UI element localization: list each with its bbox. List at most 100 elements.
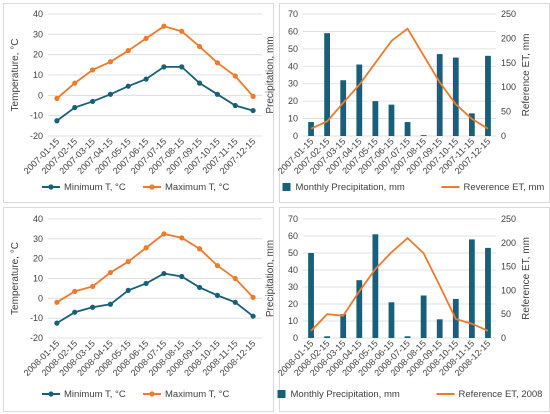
chart-frame [3,3,274,203]
legend-swatch [277,390,286,398]
data-point [196,246,203,252]
series-line-min-t [56,272,254,324]
chart-frame [3,207,274,412]
precip-bar [404,336,411,338]
y-tick-label: 0 [293,333,298,343]
precip-bar [468,239,475,338]
y2-tick-label: 0 [501,131,506,141]
y2-tick-label: 100 [501,285,516,295]
y2-tick-label: 150 [501,58,516,68]
data-point [232,299,238,305]
y-tick-label: 40 [33,9,43,19]
precip-bar [388,104,395,136]
legend-marker [48,391,54,397]
legend-label: Maximum T, °C [165,182,229,193]
y-tick-label: 40 [288,265,298,275]
y-tick-label: 20 [33,254,43,264]
precip-bar [436,319,443,338]
precip-bar [420,295,427,338]
precip-bar [308,253,314,338]
data-point [125,287,131,293]
data-point [179,273,185,280]
y-tick-label: 20 [288,96,298,106]
legend-label: Maximum T, °C [165,389,229,400]
y-tick-label: 50 [288,248,298,258]
data-point [161,64,167,70]
data-point [107,91,114,97]
y2-tick-label: 50 [501,107,511,117]
legend-label: Monthly Precipitation, mm [296,182,405,193]
data-point [161,23,167,29]
precip-bar [372,234,379,338]
precip-bar [324,33,331,136]
series-line-max-t [56,232,254,304]
y-tick-label: -10 [30,111,43,121]
precip-bar [388,302,395,338]
y-tick-label: -20 [30,333,43,343]
precip-bar [356,280,363,338]
y-tick-label: 20 [33,50,43,60]
data-point [89,67,96,73]
data-point [143,280,149,287]
data-point [143,35,149,42]
legend: Minimum T, °C Maximum T, °C [42,182,229,193]
chart-panel-2: 0 10 20 30 40 50 60 70 0 50 100 150 200 250 Precipitat… [265,3,550,203]
data-point [196,80,203,86]
data-point [143,76,149,82]
legend-marker [48,184,54,190]
data-point [54,95,60,101]
data-point [161,231,167,237]
data-point [214,292,221,298]
y-tick-label: 30 [288,79,298,89]
y-tick-label: 30 [33,234,43,244]
y2-tick-label: 150 [501,262,516,272]
data-point [107,301,114,307]
y2-tick-label: 50 [501,309,511,319]
data-point [72,80,78,86]
data-point [125,259,131,265]
data-point [250,107,256,114]
legend-label: Reference ET, 2008 [459,389,543,400]
data-point [196,43,203,50]
y-tick-label: 40 [33,214,43,224]
legend-label: Monthly Precipitation, mm [291,389,400,400]
precip-bar [468,113,475,136]
precip-bar [420,135,427,136]
y2-tick-label: 0 [501,333,506,343]
y2-axis-title: Reference ET, mm [521,34,532,117]
et-line [310,27,489,130]
legend-marker [149,184,155,190]
legend-label: Minimum T, °C [64,389,126,400]
data-point [89,98,96,105]
y2-tick-label: 250 [501,9,516,19]
y-tick-label: 60 [288,26,298,36]
data-point [89,304,96,310]
y-tick-label: 70 [288,9,298,19]
y-tick-label: 60 [288,231,298,241]
data-point [250,93,256,99]
data-point [54,320,60,326]
legend-label: Reverence ET, mm [464,182,545,193]
data-point [214,263,221,269]
y-tick-label: 10 [288,316,298,326]
data-point [107,269,114,276]
precip-bar [452,57,459,137]
y-axis-title: Temperature, °C [10,242,21,315]
data-point [179,235,185,241]
y-axis-title: Precipitation, mm [265,240,276,317]
precip-bar [356,64,363,136]
y2-axis-title: Reference ET, mm [521,237,532,320]
y2-tick-label: 100 [501,82,516,92]
data-point [214,91,221,97]
y-tick-label: 20 [288,299,298,309]
y-tick-label: -20 [30,131,43,141]
data-point [72,309,78,315]
chart-frame [279,207,550,412]
precip-bar [324,336,331,338]
y-tick-label: 30 [33,29,43,39]
precip-bar [436,54,443,137]
y-tick-label: 0 [38,90,43,100]
